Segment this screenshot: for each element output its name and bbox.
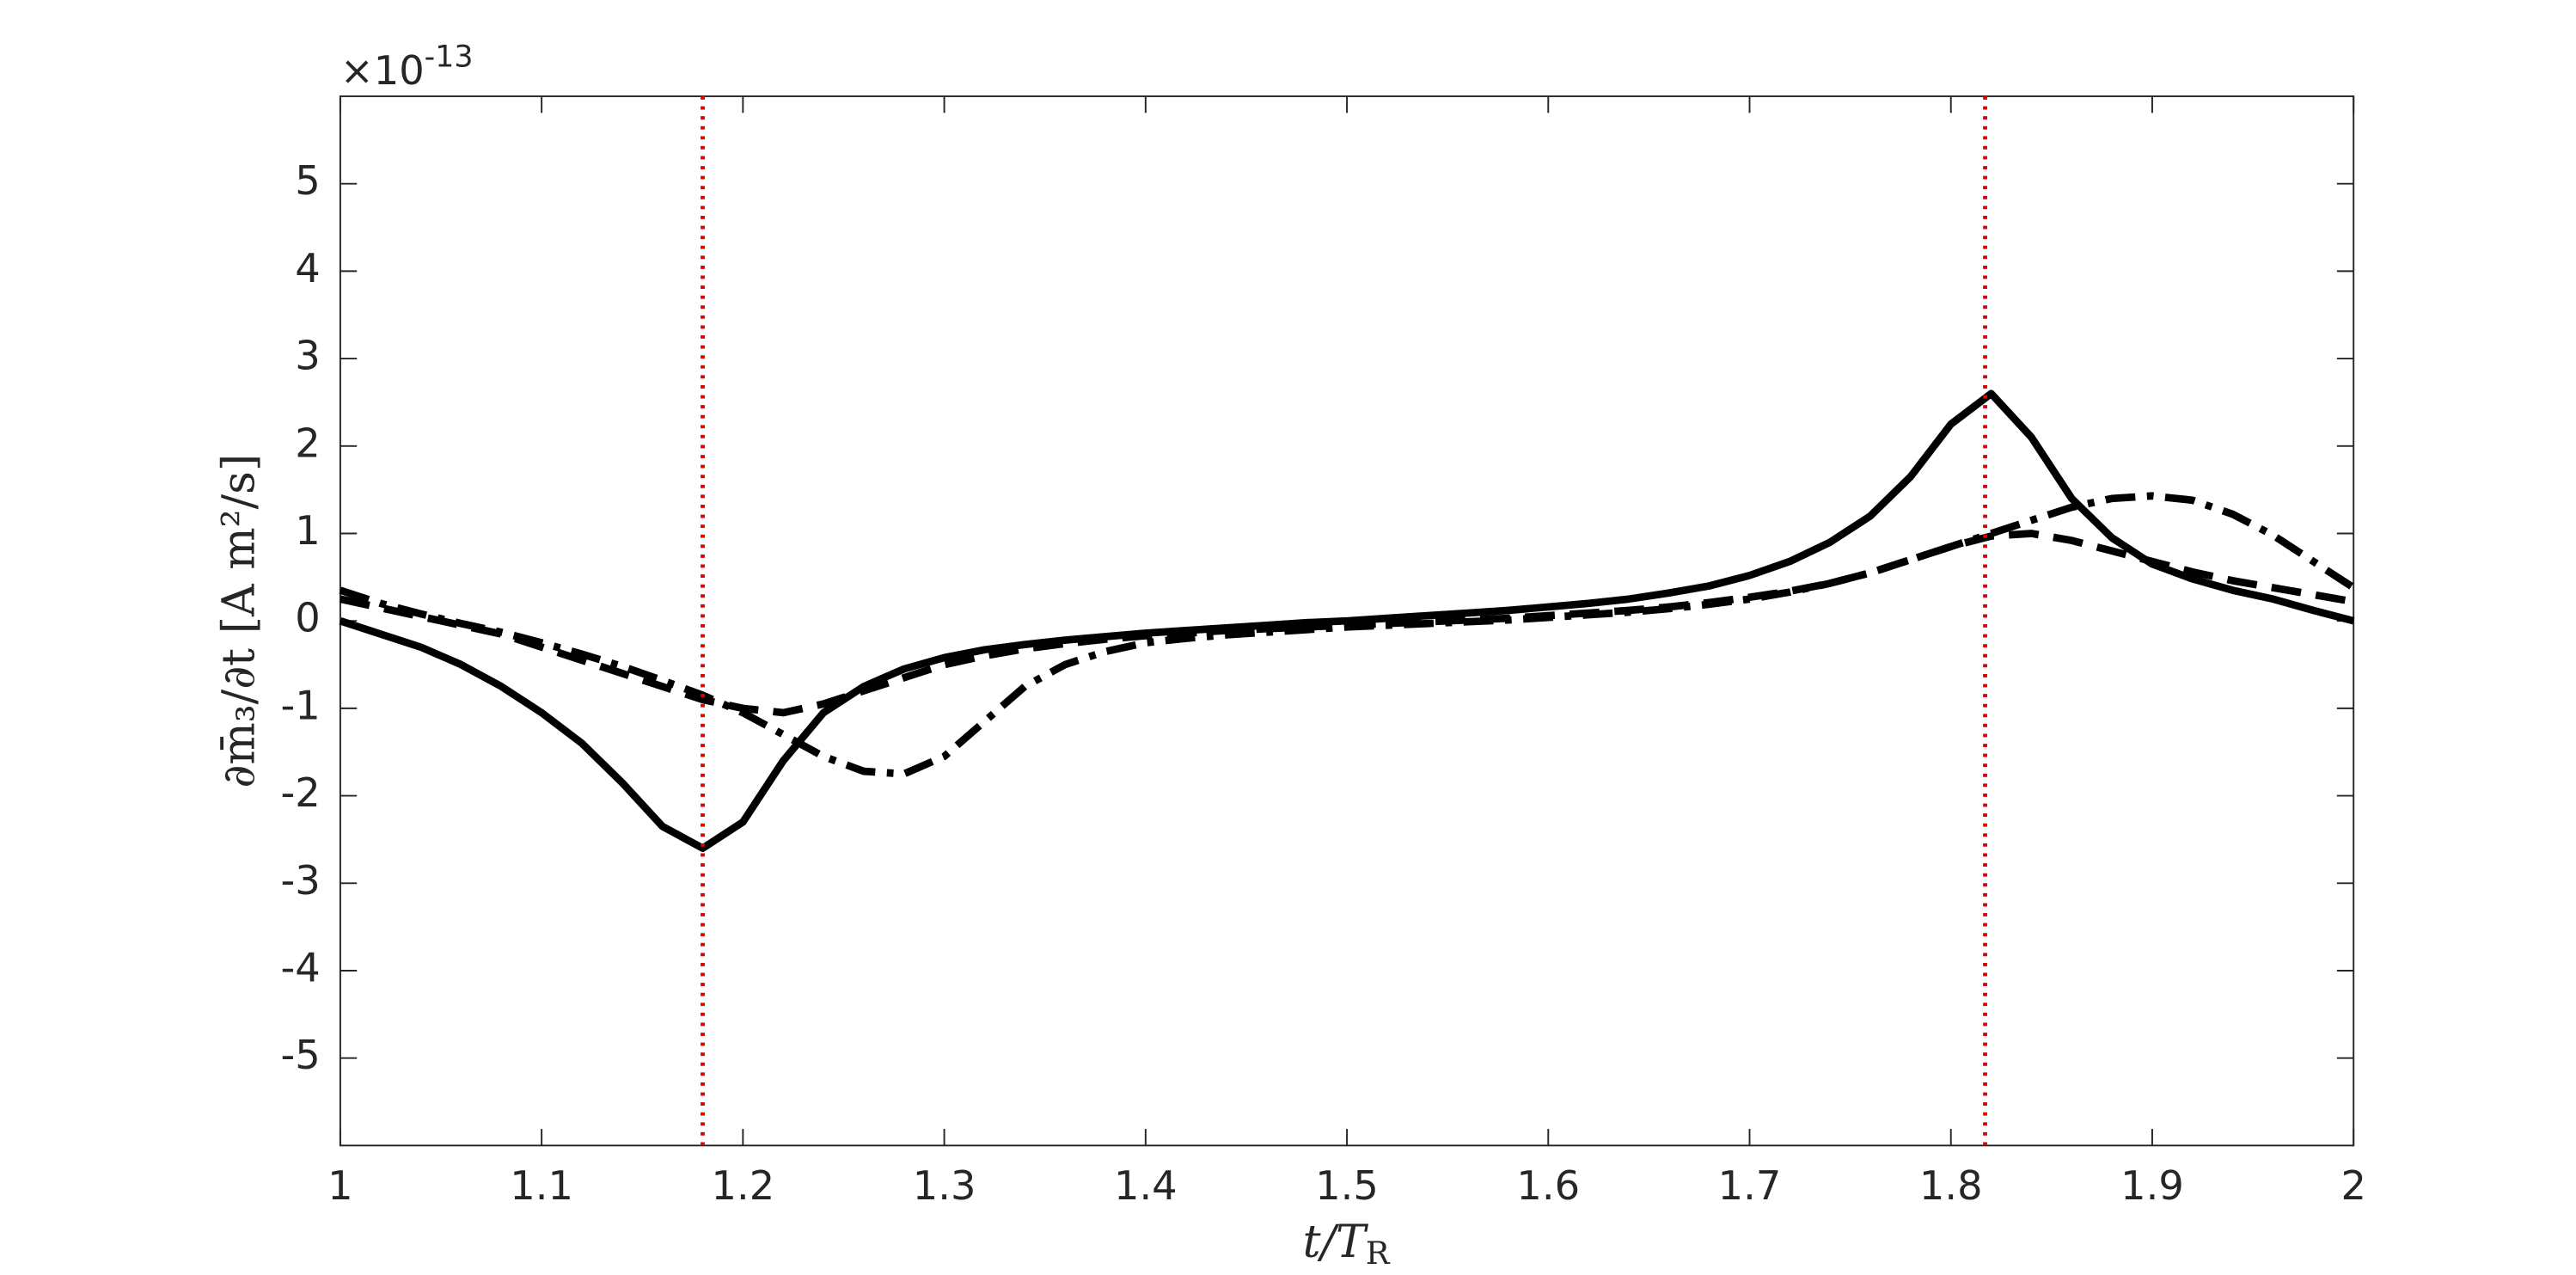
y-multiplier-base: ×10 bbox=[340, 46, 425, 93]
series-line bbox=[339, 492, 2356, 778]
y-tick-label: 2 bbox=[295, 420, 320, 466]
y-tick-label: 3 bbox=[295, 333, 320, 379]
x-tick-label: 1.7 bbox=[1718, 1162, 1782, 1209]
x-axis-label-text: t/T bbox=[1303, 1217, 1369, 1268]
x-axis-label: t/TR bbox=[1303, 1217, 1391, 1272]
x-tick-label: 2 bbox=[2340, 1162, 2365, 1209]
x-tick-label: 1.4 bbox=[1114, 1162, 1178, 1209]
x-tick-label: 1.1 bbox=[510, 1162, 573, 1209]
x-tick-label: 1.6 bbox=[1516, 1162, 1580, 1209]
x-tick-label: 1 bbox=[327, 1162, 352, 1209]
y-multiplier: ×10-13 bbox=[340, 40, 474, 94]
y-multiplier-exponent: -13 bbox=[425, 40, 474, 75]
y-axis-label: ∂m̄₃/∂t [A m²/s] bbox=[213, 454, 265, 788]
y-tick-label: -3 bbox=[281, 857, 321, 904]
x-tick-label: 1.8 bbox=[1919, 1162, 1983, 1209]
x-axis-label-subscript: R bbox=[1366, 1234, 1391, 1271]
y-tick-label: 0 bbox=[295, 595, 320, 641]
y-tick-label: -4 bbox=[281, 944, 321, 990]
series-line bbox=[339, 389, 2355, 852]
x-tick-label: 1.5 bbox=[1315, 1162, 1379, 1209]
x-tick-label: 1.3 bbox=[913, 1162, 976, 1209]
x-tick-label: 1.9 bbox=[2120, 1162, 2184, 1209]
y-tick-label: 4 bbox=[295, 245, 320, 291]
y-tick-label: -1 bbox=[281, 682, 321, 728]
y-tick-label: 5 bbox=[295, 157, 320, 204]
x-tick-label: 1.2 bbox=[712, 1162, 775, 1209]
y-tick-label: 1 bbox=[295, 507, 320, 554]
y-tick-label: -2 bbox=[281, 769, 321, 816]
y-tick-label: -5 bbox=[281, 1032, 321, 1078]
